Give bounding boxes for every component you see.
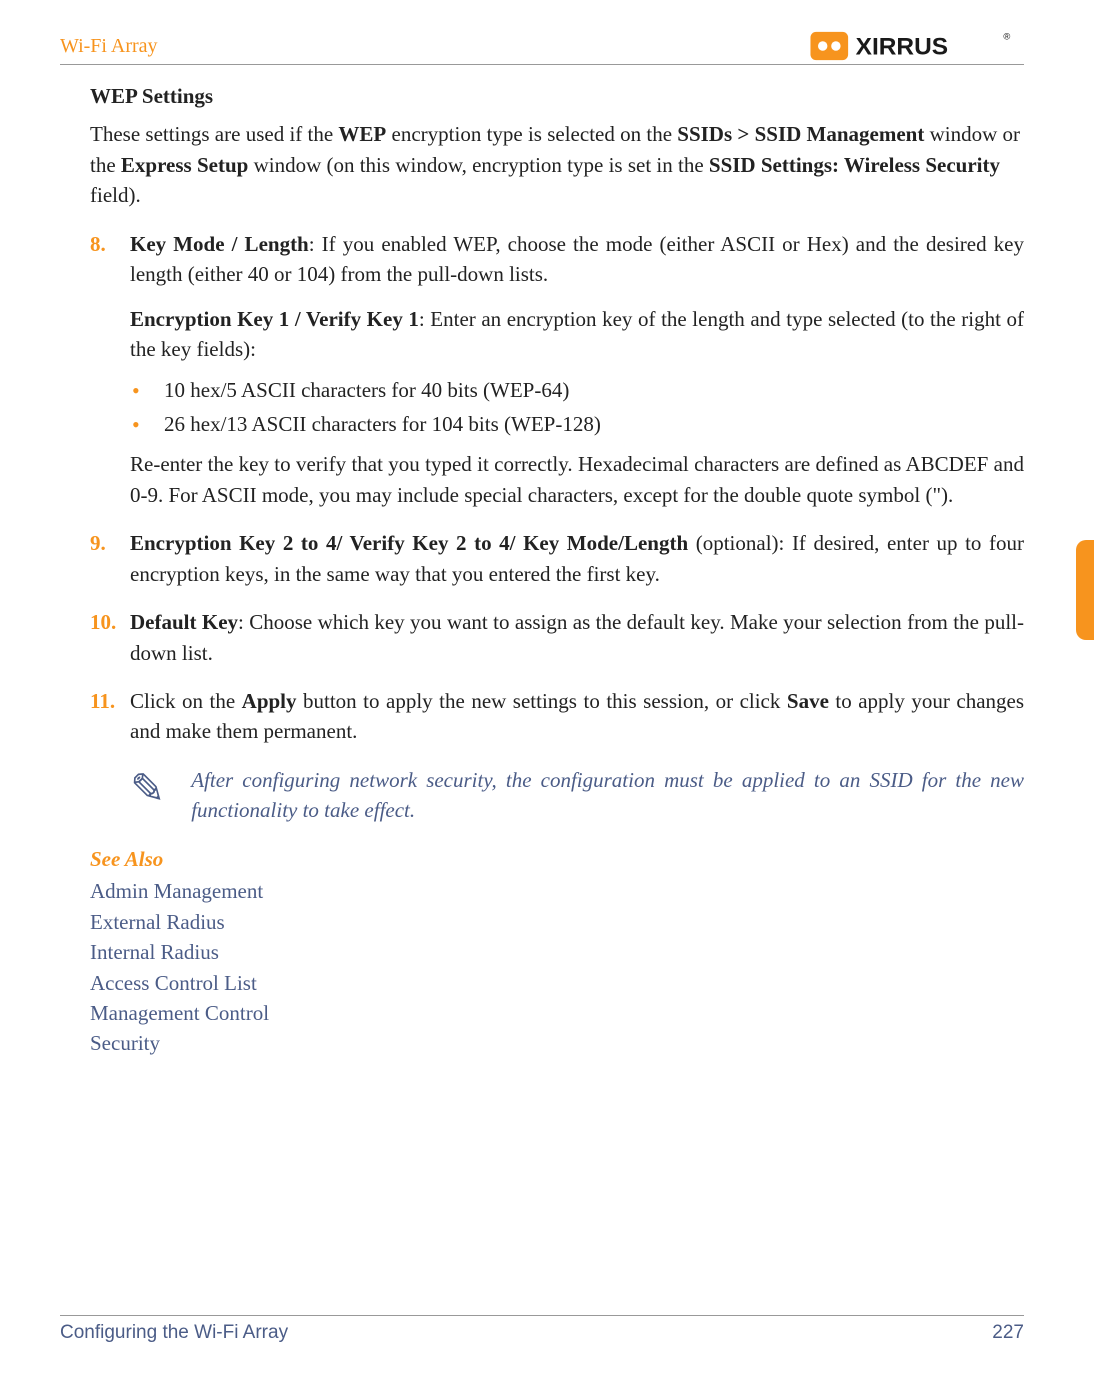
see-also-link[interactable]: Security [90, 1028, 1024, 1058]
svg-text:®: ® [1003, 30, 1010, 41]
note-callout: ✎ After configuring network security, th… [130, 765, 1024, 826]
item-body: Encryption Key 2 to 4/ Verify Key 2 to 4… [130, 528, 1024, 589]
item-number: 8. [90, 229, 130, 511]
after-text: Re-enter the key to verify that you type… [130, 449, 1024, 510]
lead: Encryption Key 2 to 4/ Verify Key 2 to 4… [130, 531, 688, 555]
item-body: Default Key: Choose which key you want t… [130, 607, 1024, 668]
see-also-link[interactable]: Internal Radius [90, 937, 1024, 967]
list-item-11: 11. Click on the Apply button to apply t… [90, 686, 1024, 747]
lead: Default Key [130, 610, 238, 634]
bold: Save [787, 689, 829, 713]
item-number: 10. [90, 607, 130, 668]
text: field). [90, 183, 141, 207]
item-number: 9. [90, 528, 130, 589]
text: Click on the [130, 689, 242, 713]
header-left: Wi-Fi Array [60, 35, 158, 58]
bold: Express Setup [121, 153, 248, 177]
bold: SSID Settings: Wireless Security [709, 153, 1000, 177]
side-tab [1076, 540, 1094, 640]
note-icon: ✎ [130, 765, 165, 811]
item-number: 11. [90, 686, 130, 747]
bold: Apply [242, 689, 297, 713]
text: button to apply the new settings to this… [297, 689, 787, 713]
page: Wi-Fi Array XIRRUS ® WEP Settings These … [0, 0, 1094, 1380]
list-item-9: 9. Encryption Key 2 to 4/ Verify Key 2 t… [90, 528, 1024, 589]
text: These settings are used if the [90, 122, 338, 146]
see-also-link[interactable]: Access Control List [90, 968, 1024, 998]
content: WEP Settings These settings are used if … [60, 81, 1024, 1059]
lead: Encryption Key 1 / Verify Key 1 [130, 307, 419, 331]
bullet-item: 10 hex/5 ASCII characters for 40 bits (W… [130, 375, 1024, 405]
footer-row: Configuring the Wi-Fi Array 227 [60, 1315, 1024, 1344]
item-body: Key Mode / Length: If you enabled WEP, c… [130, 229, 1024, 511]
see-also-link[interactable]: External Radius [90, 907, 1024, 937]
lead: Key Mode / Length [130, 232, 309, 256]
list-item-10: 10. Default Key: Choose which key you wa… [90, 607, 1024, 668]
list-item-8: 8. Key Mode / Length: If you enabled WEP… [90, 229, 1024, 511]
svg-text:XIRRUS: XIRRUS [856, 33, 948, 60]
header-row: Wi-Fi Array XIRRUS ® [60, 30, 1024, 65]
bold: WEP [338, 122, 386, 146]
footer-left: Configuring the Wi-Fi Array [60, 1322, 288, 1344]
section-title: WEP Settings [90, 81, 1024, 111]
page-number: 227 [992, 1322, 1024, 1344]
xirrus-logo: XIRRUS ® [804, 30, 1024, 62]
bullet-item: 26 hex/13 ASCII characters for 104 bits … [130, 409, 1024, 439]
see-also-link[interactable]: Admin Management [90, 876, 1024, 906]
item-body: Click on the Apply button to apply the n… [130, 686, 1024, 747]
text: encryption type is selected on the [386, 122, 677, 146]
text: window (on this window, encryption type … [248, 153, 709, 177]
intro-paragraph: These settings are used if the WEP encry… [90, 119, 1024, 210]
bullet-list: 10 hex/5 ASCII characters for 40 bits (W… [130, 375, 1024, 440]
bold: SSIDs > SSID Management [677, 122, 924, 146]
see-also-heading: See Also [90, 844, 1024, 874]
note-text: After configuring network security, the … [191, 765, 1024, 826]
text: : Choose which key you want to assign as… [130, 610, 1024, 664]
see-also-link[interactable]: Management Control [90, 998, 1024, 1028]
